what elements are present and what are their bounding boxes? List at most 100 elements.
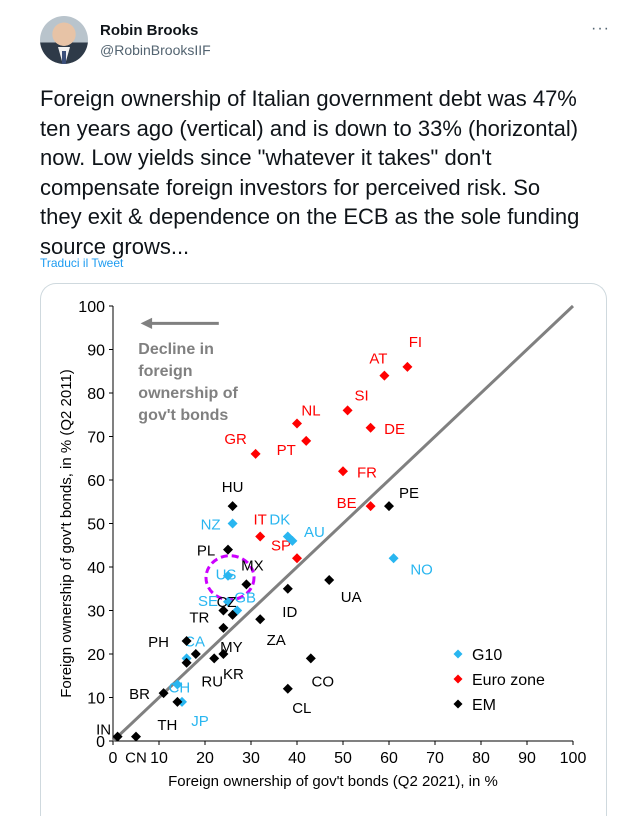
data-point-in <box>112 731 123 742</box>
data-point-hu <box>227 501 238 512</box>
y-tick-label: 70 <box>87 430 105 447</box>
tweet-line: ten years ago (vertical) and is down to … <box>40 115 579 141</box>
more-options-button[interactable]: ··· <box>591 20 610 37</box>
translate-tweet-link[interactable]: Traduci il Tweet <box>40 256 124 270</box>
data-point-kr <box>218 649 229 659</box>
data-point-pl <box>223 544 233 555</box>
x-tick-label: 50 <box>334 750 352 767</box>
data-label-ru: RU <box>201 673 223 690</box>
data-label-nz: NZ <box>201 517 221 534</box>
data-point-nl <box>292 418 302 429</box>
data-label-au: AU <box>304 524 325 541</box>
data-label-hu: HU <box>222 479 244 496</box>
data-point-us <box>223 570 233 581</box>
data-point-id <box>282 583 293 594</box>
y-tick-label: 50 <box>87 517 105 534</box>
data-label-at: AT <box>369 351 387 368</box>
author-handle[interactable]: @RobinBrooksIIF <box>100 42 211 58</box>
data-label-sp: SP <box>271 537 291 554</box>
data-point-cn <box>131 731 141 742</box>
data-point-gr <box>250 448 261 459</box>
data-label-ch: CH <box>169 679 191 696</box>
data-label-jp: JP <box>191 713 209 730</box>
data-label-pl: PL <box>197 543 215 560</box>
data-label-pt: PT <box>277 442 296 459</box>
data-point-za <box>255 614 266 625</box>
tweet-line: they exit & dependence on the ECB as the… <box>40 204 580 229</box>
author-display-name[interactable]: Robin Brooks <box>100 22 199 39</box>
y-tick-label: 10 <box>87 691 105 708</box>
x-tick-label: 10 <box>150 750 168 767</box>
data-point-at <box>379 370 390 381</box>
data-point-sp <box>292 553 302 564</box>
x-tick-label: 100 <box>560 750 587 767</box>
data-point-be <box>365 501 376 512</box>
legend-marker <box>453 699 463 709</box>
data-point-unlabeled <box>181 657 192 668</box>
annotation-text: Decline in <box>138 341 214 358</box>
x-tick-label: 0 <box>109 750 118 767</box>
y-axis-title: Foreign ownership of gov't bonds, in % (… <box>58 369 75 698</box>
data-point-nz <box>227 518 238 529</box>
tweet-media-chart[interactable]: 0 0 10 10 20 20 30 30 40 40 50 50 60 60 70 70 80 80 90 90 10… <box>40 283 607 816</box>
data-label-fi: FI <box>409 334 422 351</box>
avatar[interactable] <box>40 16 88 64</box>
data-label-de: DE <box>384 421 405 438</box>
data-label-pe: PE <box>399 485 419 502</box>
data-label-gr: GR <box>224 431 247 448</box>
x-axis-title: Foreign ownership of gov't bonds (Q2 202… <box>168 773 498 790</box>
data-label-mx: MX <box>241 557 264 574</box>
data-label-gb: GB <box>234 590 256 607</box>
data-label-th: TH <box>157 717 177 734</box>
data-label-tr: TR <box>189 610 209 627</box>
data-point-th <box>172 696 183 707</box>
data-point-fi <box>402 361 413 372</box>
tweet-line: source grows... <box>40 233 190 259</box>
avatar-tie <box>62 51 66 64</box>
data-label-cl: CL <box>292 700 311 717</box>
annotation-text: ownership of <box>138 385 238 402</box>
y-tick-label: 80 <box>87 386 105 403</box>
legend-label: Euro zone <box>472 672 545 689</box>
data-point-se <box>223 596 233 607</box>
x-tick-label: 30 <box>242 750 260 767</box>
data-label-id: ID <box>282 604 297 621</box>
data-point-si <box>342 405 353 416</box>
data-point-it <box>255 531 266 542</box>
data-label-it: IT <box>254 512 267 529</box>
data-point-cz <box>227 609 238 620</box>
y-tick-label: 100 <box>78 299 105 316</box>
diagonal-line <box>111 304 575 743</box>
decline-arrow-head <box>140 317 153 330</box>
data-point-ua <box>324 575 335 586</box>
data-label-si: SI <box>355 387 369 404</box>
data-label-ua: UA <box>341 589 362 606</box>
annotation-text: foreign <box>138 363 192 380</box>
tweet-line: Foreign ownership of Italian government … <box>40 86 577 111</box>
x-tick-label: 80 <box>472 750 490 767</box>
data-point-de <box>365 422 376 433</box>
annotation-text: gov't bonds <box>138 407 228 424</box>
data-point-cl <box>282 683 293 694</box>
data-point-ch <box>172 679 183 690</box>
data-label-nl: NL <box>301 402 320 419</box>
data-label-se: SE <box>198 593 218 610</box>
data-label-za: ZA <box>267 632 286 649</box>
data-label-fr: FR <box>357 464 377 481</box>
data-point-br <box>158 688 169 699</box>
data-point-co <box>305 653 316 664</box>
data-point-ru <box>209 653 220 664</box>
data-point-tr <box>218 605 229 616</box>
data-point-pt <box>301 435 312 446</box>
data-label-ca: CA <box>184 633 205 650</box>
legend-marker <box>453 649 463 659</box>
x-tick-label: 40 <box>288 750 306 767</box>
data-label-ph: PH <box>148 634 169 651</box>
x-tick-label: 70 <box>426 750 444 767</box>
data-label-be: BE <box>337 495 357 512</box>
data-point-pe <box>384 501 394 512</box>
y-tick-label: 60 <box>87 473 105 490</box>
data-label-br: BR <box>129 686 150 703</box>
data-label-co: CO <box>312 673 335 690</box>
data-label-dk: DK <box>269 512 290 529</box>
